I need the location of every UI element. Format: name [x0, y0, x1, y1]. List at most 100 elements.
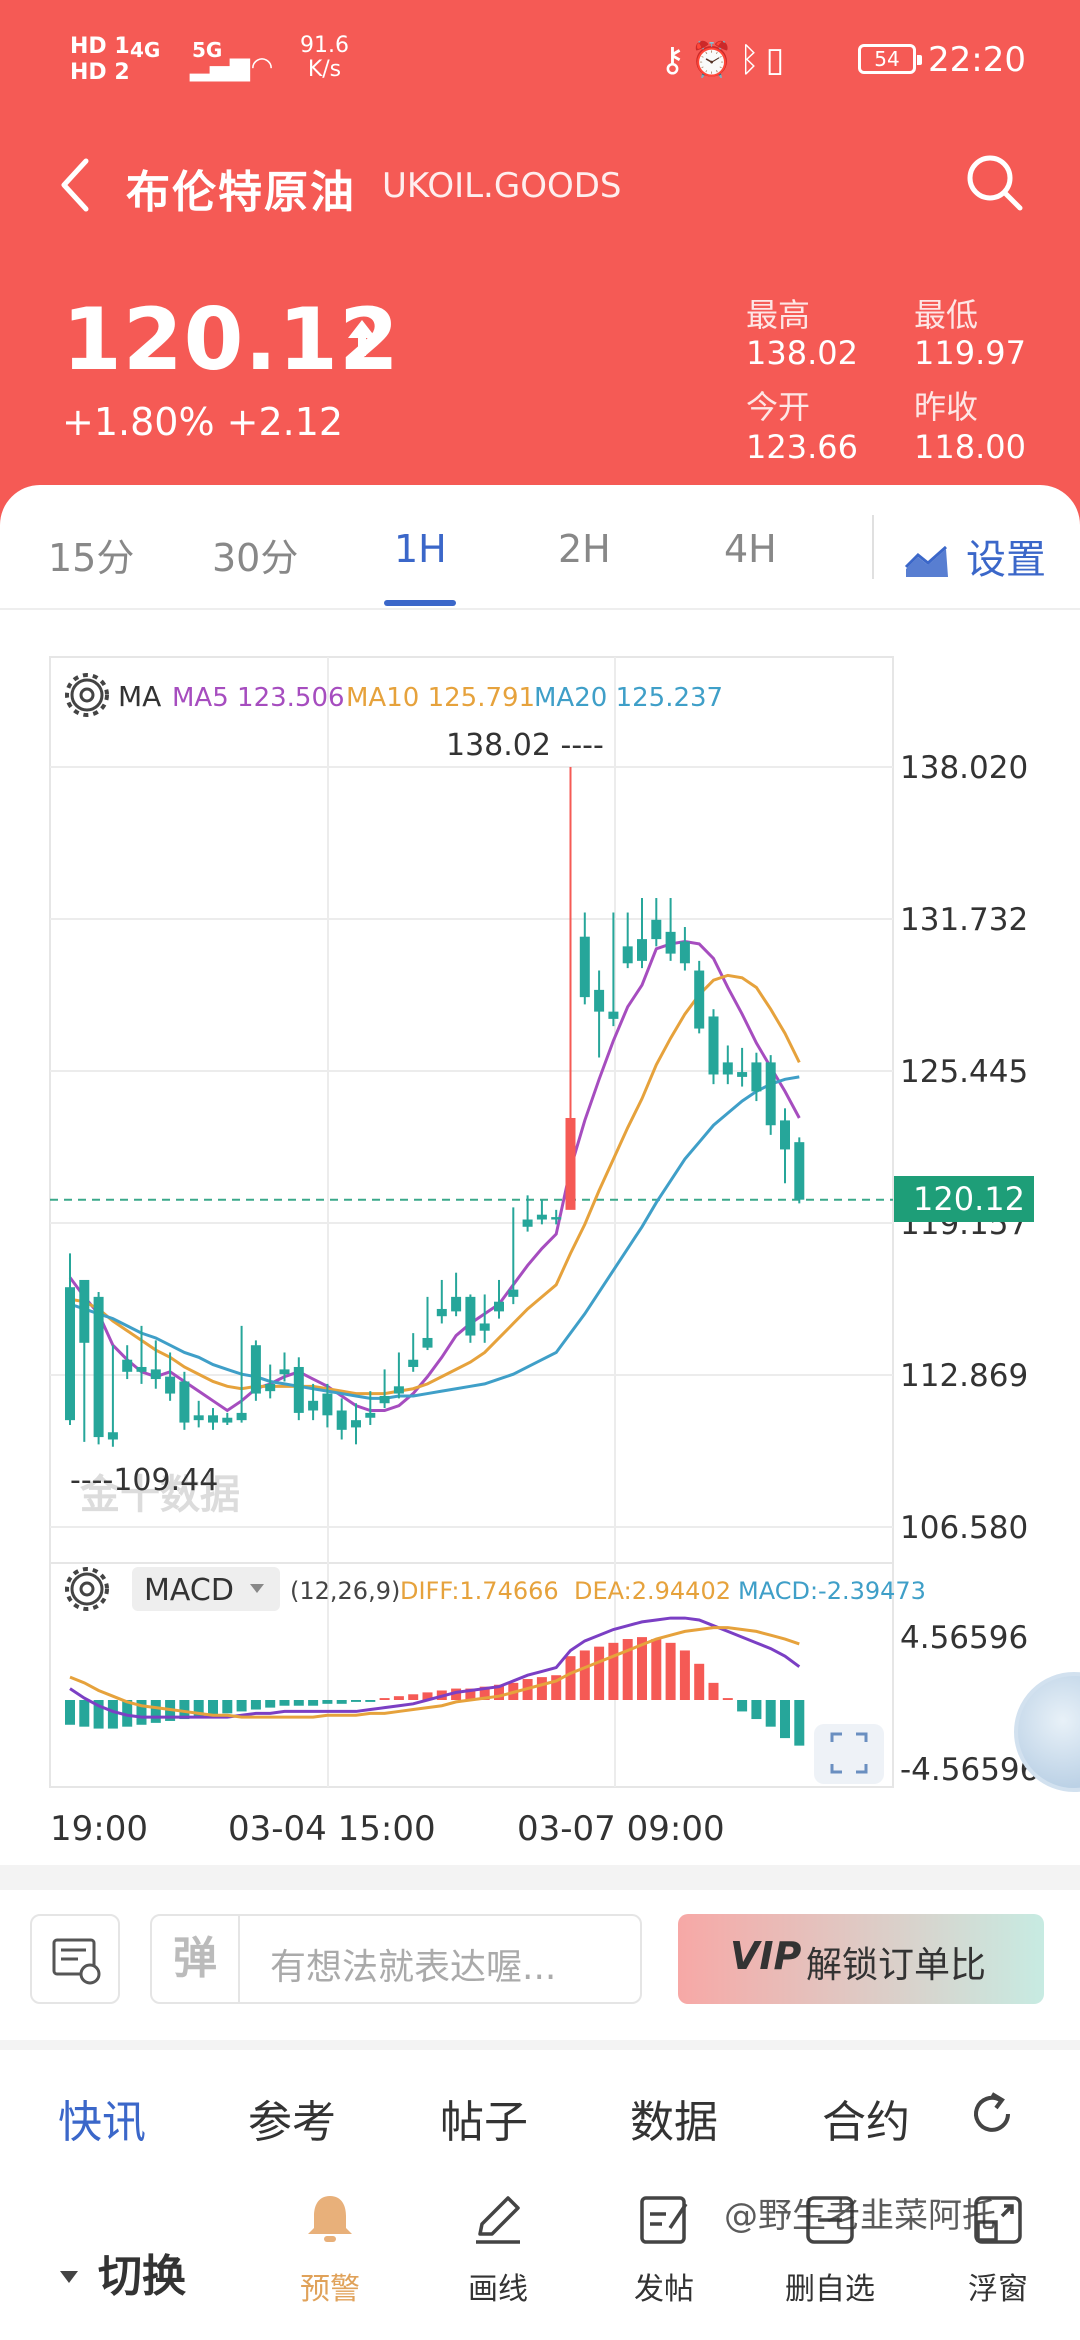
- ma-gear-icon[interactable]: [65, 673, 109, 717]
- candle-body: [694, 970, 705, 1029]
- macd-bar: [651, 1639, 662, 1700]
- indicator-select-value: MACD: [144, 1573, 234, 1608]
- settings-label: 设置: [966, 537, 1046, 583]
- last-price-tag-text: 120.12: [913, 1180, 1025, 1218]
- stat-open-label: 今开: [746, 388, 811, 426]
- chart-grid: [50, 657, 893, 1787]
- tab-30m[interactable]: 30分: [212, 536, 299, 580]
- chevron-down-icon: [250, 1584, 264, 1593]
- tab-news[interactable]: 快讯: [58, 2097, 146, 2148]
- vip-button-label: 解锁订单比: [806, 1945, 987, 1986]
- candle-body: [565, 1117, 576, 1210]
- net-speed: 91.6 K/s: [300, 33, 349, 82]
- signal-bars-icon: ▂▄▆: [190, 52, 250, 82]
- macd-params: (12,26,9): [290, 1577, 400, 1605]
- post-button[interactable]: 发帖: [604, 2190, 724, 2308]
- refresh-icon[interactable]: [964, 2086, 1020, 2142]
- search-icon[interactable]: [962, 150, 1026, 214]
- chart-settings-button[interactable]: 设置: [904, 527, 1046, 585]
- macd-gear-icon[interactable]: [65, 1567, 109, 1611]
- status-icons: ⚷⏰ᛒ▯: [660, 40, 790, 80]
- tab-1h[interactable]: 1H: [394, 527, 447, 571]
- tab-reference[interactable]: 参考: [248, 2097, 336, 2148]
- tab-posts[interactable]: 帖子: [440, 2097, 528, 2148]
- watchlist-settings-button[interactable]: [30, 1914, 120, 2004]
- switch-button[interactable]: 切换: [60, 2240, 186, 2304]
- macd-bar: [265, 1700, 276, 1708]
- pen-icon: [476, 2196, 520, 2244]
- macd-bar: [622, 1639, 633, 1700]
- candle-body: [79, 1279, 90, 1343]
- macd-bar: [393, 1696, 404, 1700]
- candle-body: [436, 1308, 447, 1317]
- unlock-order-ratio-button[interactable]: VIP 解锁订单比: [678, 1914, 1044, 2004]
- float-window-icon: [974, 2196, 1022, 2244]
- caret-down-icon: [60, 2271, 78, 2283]
- list-settings-icon: [52, 1938, 101, 1985]
- candle-body: [722, 1062, 733, 1075]
- macd-bar: [150, 1700, 161, 1723]
- candle-body: [780, 1120, 790, 1150]
- wifi-icon: ◠: [252, 52, 272, 82]
- comment-input[interactable]: 弹 有想法就表达喔...: [150, 1914, 642, 2004]
- stat-low-value: 119.97: [914, 334, 1026, 372]
- y-tick-label: 106.580: [900, 1510, 1028, 1546]
- last-price: 120.12: [62, 290, 400, 390]
- ma20-line: [69, 1075, 800, 1400]
- tab-2h[interactable]: 2H: [558, 527, 611, 571]
- candle-body: [136, 1366, 147, 1372]
- macd-bar: [608, 1642, 619, 1700]
- vibrate-icon: ▯: [765, 40, 791, 80]
- quote-header: HD 1 HD 2 4G ▂▄▆ 5G ◠ 91.6 K/s ⚷⏰ᛒ▯ 54 2…: [0, 0, 1080, 530]
- y-tick-label: 112.869: [900, 1358, 1028, 1394]
- macd-bar: [708, 1682, 719, 1700]
- signal-5g: 5G: [192, 38, 223, 62]
- back-icon[interactable]: [56, 155, 96, 215]
- candlesticks: [65, 767, 805, 1447]
- clock: 22:20: [928, 40, 1026, 80]
- candle-body: [622, 946, 633, 964]
- stat-prevclose-value: 118.00: [914, 428, 1026, 466]
- price-chart[interactable]: 138.020131.732125.445119.157112.869106.5…: [0, 0, 1080, 1880]
- tab-data[interactable]: 数据: [630, 2097, 718, 2148]
- candle-body: [293, 1366, 304, 1413]
- float-window-button[interactable]: 浮窗: [938, 2190, 1058, 2308]
- bell-icon: [308, 2196, 352, 2242]
- candle-body: [322, 1393, 333, 1416]
- draw-line-button[interactable]: 画线: [438, 2190, 558, 2308]
- sim-indicator: HD 1 HD 2: [70, 34, 130, 85]
- candle-body: [522, 1219, 533, 1227]
- y-axis-labels: 138.020131.732125.445119.157112.869106.5…: [900, 750, 1028, 1546]
- candle-body: [208, 1415, 218, 1423]
- candle-body: [451, 1296, 462, 1312]
- edit-icon: [640, 2196, 688, 2244]
- status-bar: HD 1 HD 2 4G ▂▄▆ 5G ◠ 91.6 K/s ⚷⏰ᛒ▯ 54 2…: [0, 0, 1080, 120]
- macd-bar: [722, 1698, 733, 1700]
- macd-bar: [93, 1700, 104, 1729]
- remove-watchlist-button[interactable]: 删自选: [770, 2190, 890, 2308]
- arrow-up-icon: [348, 320, 376, 356]
- macd-bar: [665, 1642, 676, 1700]
- instrument-code: UKOIL.GOODS: [382, 166, 622, 206]
- price-change: +1.80% +2.12: [62, 400, 344, 444]
- macd-bar: [551, 1675, 562, 1700]
- candle-body: [107, 1432, 118, 1440]
- fullscreen-icon[interactable]: [814, 1724, 884, 1784]
- candle-body: [608, 1011, 619, 1019]
- tab-15m[interactable]: 15分: [48, 536, 135, 580]
- macd-bar: [351, 1700, 361, 1702]
- macd-bar: [236, 1700, 247, 1712]
- macd-bar: [637, 1637, 647, 1700]
- ma5-legend: MA5 123.506: [172, 683, 345, 713]
- candle-body: [579, 936, 590, 998]
- indicator-select[interactable]: [132, 1567, 280, 1611]
- danmaku-icon[interactable]: 弹: [152, 1916, 240, 2002]
- macd-bar: [479, 1686, 490, 1700]
- tab-contract[interactable]: 合约: [822, 2097, 910, 2148]
- low-marker-label: ----109.44: [70, 1463, 218, 1498]
- alert-button[interactable]: 预警: [270, 2190, 390, 2308]
- tab-4h[interactable]: 4H: [724, 527, 777, 571]
- macd-bar: [408, 1694, 419, 1700]
- candle-body: [165, 1376, 176, 1394]
